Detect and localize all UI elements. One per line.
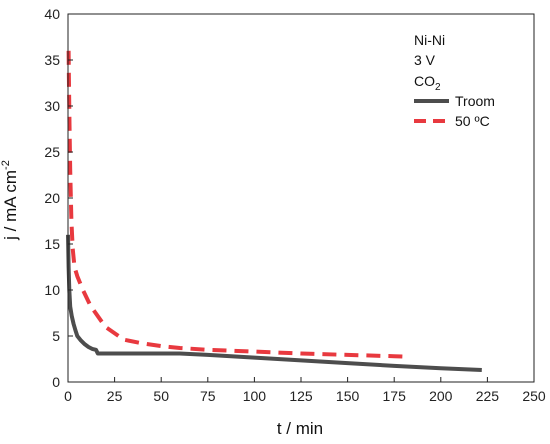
legend: Troom 50 ºC — [414, 93, 495, 129]
x-tick-label-0: 0 — [64, 388, 72, 404]
y-tick-label-5: 25 — [44, 144, 60, 160]
annotation-block: Ni-Ni 3 V CO2 — [414, 32, 445, 93]
y-tick-label-0: 0 — [52, 374, 60, 390]
annotation-gas-subscript: 2 — [435, 82, 441, 93]
annotation-gas: CO2 — [414, 73, 441, 93]
x-tick-label-2: 50 — [153, 388, 169, 404]
axes: 0 25 50 75 100 125 150 175 200 225 250 0 5 10 15 20 25 30… — [44, 6, 545, 404]
plot-frame — [67, 13, 535, 383]
y-axis-label-base: j / mA cm — [1, 170, 20, 241]
annotation-voltage: 3 V — [414, 52, 436, 68]
y-tick-label-6: 30 — [44, 98, 60, 114]
annotation-gas-base: CO — [414, 73, 435, 89]
y-tick-label-8: 40 — [44, 6, 60, 22]
x-tick-label-9: 225 — [476, 388, 500, 404]
x-tick-label-1: 25 — [107, 388, 123, 404]
x-tick-label-5: 125 — [289, 388, 313, 404]
y-tick-label-7: 35 — [44, 52, 60, 68]
x-tick-label-7: 175 — [383, 388, 407, 404]
x-tick-label-6: 150 — [336, 388, 360, 404]
plot-layer — [66, 50, 482, 372]
y-tick-label-3: 15 — [44, 236, 60, 252]
y-axis-label: j / mA cm-2 — [0, 160, 20, 241]
y-tick-label-1: 5 — [52, 328, 60, 344]
y-tick-label-2: 10 — [44, 282, 60, 298]
x-tick-label-10: 250 — [522, 388, 546, 404]
legend-label-troom: Troom — [455, 93, 495, 109]
x-tick-label-8: 200 — [429, 388, 453, 404]
series-line-0 — [66, 234, 482, 372]
x-axis-label: t / min — [277, 419, 323, 438]
series-line-1 — [66, 50, 408, 359]
x-tick-label-3: 75 — [200, 388, 216, 404]
x-tick-label-4: 100 — [243, 388, 267, 404]
y-tick-label-4: 20 — [44, 190, 60, 206]
annotation-electrodes: Ni-Ni — [414, 32, 445, 48]
y-axis-label-exponent: -2 — [0, 160, 12, 170]
legend-label-50c: 50 ºC — [455, 113, 490, 129]
